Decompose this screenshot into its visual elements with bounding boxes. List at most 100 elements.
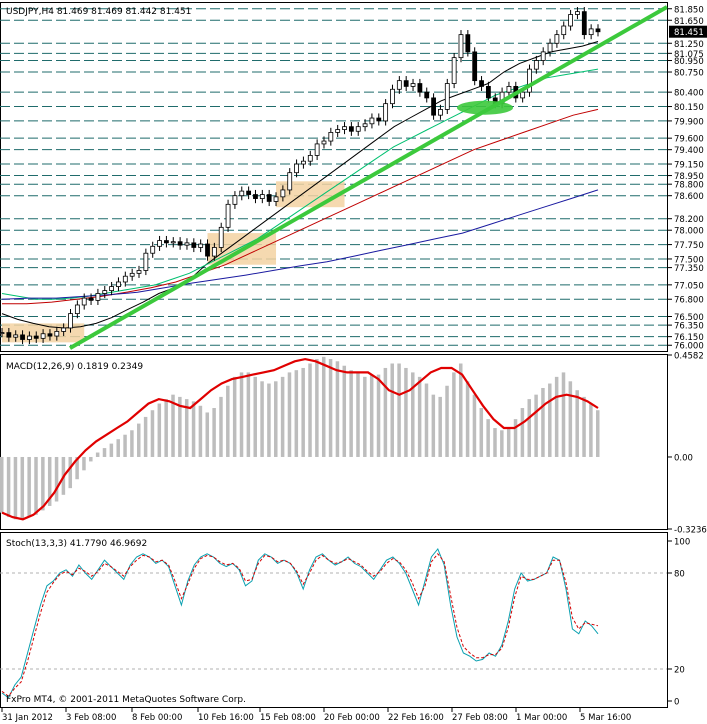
macd-bar [6,456,11,518]
candle-body [342,126,347,130]
moving-average-line [1,41,599,329]
macd-bar [239,372,244,457]
macd-tick-label: 0.4582 [674,352,704,362]
macd-bar [328,359,333,457]
macd-bar [500,430,504,457]
price-tick-label: 78.950 [674,172,704,182]
candle-body [465,34,471,53]
candle-body [129,272,135,277]
macd-bar [335,361,340,457]
macd-bar [548,383,552,457]
macd-bar [527,399,531,457]
price-tick-label: 76.150 [674,333,704,343]
candle-body [533,60,539,70]
macd-bar [191,401,196,457]
candle-body [417,83,423,93]
macd-bar [232,376,237,457]
price-tick-label: 80.400 [674,89,704,99]
macd-bar [294,370,299,457]
footer-copyright: FxPro MT4, © 2001-2011 MetaQuotes Softwa… [6,695,246,705]
price-tick-label: 77.350 [674,264,704,274]
candle-body [369,117,375,125]
price-tick-label: 76.350 [674,322,704,332]
price-tick-label: 80.750 [674,69,704,79]
candle-body [321,140,327,145]
candle-body [273,196,279,202]
macd-bar [13,456,18,520]
macd-bar [411,372,415,457]
stoch-title: Stoch(13,3,3) 41.7790 46.9692 [6,539,147,549]
candle-body [33,335,39,339]
macd-tick-label: 0.00 [674,453,693,463]
candle-body [81,297,87,306]
macd-bar [452,372,456,457]
time-tick-label: 1 Mar 00:00 [516,713,567,723]
candle-body [588,28,594,36]
candle-body [239,190,245,197]
candle-body [6,332,12,338]
macd-bar [178,396,182,457]
stoch-tick-label: 80 [674,570,685,580]
time-tick-label: 27 Feb 08:00 [452,713,508,723]
time-axis: 31 Jan 2012 3 Feb 08:00 8 Feb 00:00 10 Feb … [1,708,631,723]
candle-body [424,91,430,99]
candle-body [0,332,5,334]
stoch-axis: 100 80 20 0 [667,538,690,708]
candle-body [444,83,450,110]
stoch-tick-label: 0 [674,698,679,708]
time-tick-label: 15 Feb 08:00 [260,713,316,723]
candle-body [547,42,553,53]
candle-body [328,132,334,142]
stoch-line [1,548,599,699]
macd-tick-label: -0.3236 [674,526,707,536]
price-tick-label: 76.800 [674,296,704,306]
macd-bar [150,410,155,457]
macd-bar [226,385,230,457]
macd-bar [280,376,285,457]
macd-bar [68,456,73,489]
candle-body [170,241,176,244]
candle-body [253,194,258,199]
macd-bar [520,408,525,457]
macd-bar [458,363,463,457]
candle-body [122,275,128,283]
macd-bar [596,410,600,457]
candle-body [554,34,560,44]
macd-bar [20,456,25,520]
candle-body [218,226,224,248]
macd-bar [541,387,545,457]
candle-body [396,80,402,90]
macd-bar [164,399,168,457]
candle-body [232,195,238,205]
macd-bar [342,365,347,457]
macd-histogram [0,356,600,520]
macd-bar [130,430,134,457]
macd-bar [534,394,538,457]
macd-bar [274,381,278,457]
macd-title: MACD(12,26,9) 0.1819 0.2349 [6,362,143,372]
price-tick-label: 79.400 [674,146,704,156]
stoch-panel-frame [0,532,668,708]
macd-bar [390,363,394,457]
candle-body [294,163,299,174]
time-tick-label: 5 Mar 16:00 [580,713,631,723]
macd-bar [486,419,490,457]
macd-bar [513,419,518,457]
macd-bar [397,363,401,457]
current-price-box [669,25,707,38]
candle-body [177,241,183,246]
macd-bar [82,456,86,471]
price-tick-label: 81.250 [674,40,704,50]
price-tick-label: 79.150 [674,161,704,171]
candle-body [540,51,546,61]
candle-body [150,245,156,254]
candle-body [568,14,573,27]
price-trendline [69,5,668,350]
macd-bar [116,439,120,457]
macd-bar [212,408,216,457]
macd-bar [575,390,579,457]
macd-bar [41,456,45,511]
moving-average-line [1,189,599,300]
macd-bar [561,372,566,457]
candle-body [348,126,354,132]
